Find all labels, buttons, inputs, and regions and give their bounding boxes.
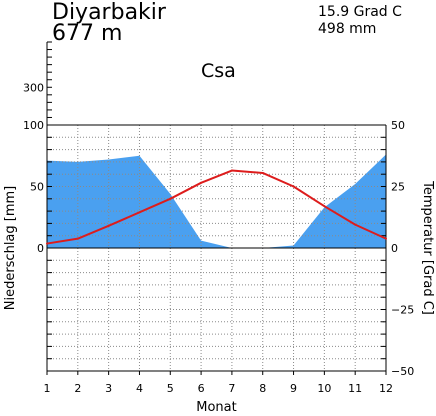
month-label: 2 bbox=[74, 382, 81, 395]
precip-tick-label: 0 bbox=[37, 242, 44, 255]
precip-tick-label: 300 bbox=[23, 81, 44, 94]
temp-axis-title: Temperatur [Grad C] bbox=[420, 180, 435, 315]
month-label: 3 bbox=[105, 382, 112, 395]
month-label: 1 bbox=[44, 382, 51, 395]
month-label: 8 bbox=[259, 382, 266, 395]
temp-tick-label: −50 bbox=[391, 365, 414, 378]
month-label: 6 bbox=[198, 382, 205, 395]
temperature-point bbox=[169, 197, 172, 200]
month-label: 12 bbox=[379, 382, 393, 395]
temperature-point bbox=[323, 205, 326, 208]
temp-tick-label: 0 bbox=[391, 242, 398, 255]
temperature-point bbox=[261, 171, 264, 174]
temp-tick-label: −25 bbox=[391, 304, 414, 317]
month-label: 7 bbox=[228, 382, 235, 395]
precipitation-area bbox=[47, 154, 386, 248]
temperature-point bbox=[354, 223, 357, 226]
precip-tick-label: 50 bbox=[30, 181, 44, 194]
temperature-line bbox=[46, 169, 387, 245]
month-label: 10 bbox=[317, 382, 331, 395]
station-name: Diyarbakir bbox=[52, 0, 166, 25]
annual-precipitation: 498 mm bbox=[318, 21, 377, 37]
temp-tick-label: 25 bbox=[391, 181, 405, 194]
temperature-point bbox=[385, 237, 387, 240]
mean-temperature: 15.9 Grad C bbox=[318, 4, 402, 20]
precip-tick-label: 100 bbox=[23, 119, 44, 132]
month-label: 9 bbox=[290, 382, 297, 395]
climate-class: Csa bbox=[201, 60, 236, 82]
temperature-point bbox=[107, 224, 110, 227]
station-elevation: 677 m bbox=[52, 21, 123, 46]
precip-axis-title: Niederschlag [mm] bbox=[3, 186, 18, 311]
month-label: 11 bbox=[348, 382, 362, 395]
temperature-point bbox=[292, 185, 295, 188]
x-axis-title: Monat bbox=[196, 400, 236, 415]
temperature-point bbox=[230, 169, 233, 172]
temperature-point bbox=[46, 242, 48, 245]
month-label: 4 bbox=[136, 382, 143, 395]
temperature-point bbox=[138, 211, 141, 214]
month-label: 5 bbox=[167, 382, 174, 395]
temperature-point bbox=[200, 181, 203, 184]
temp-tick-label: 50 bbox=[391, 119, 405, 132]
temperature-point bbox=[76, 237, 79, 240]
